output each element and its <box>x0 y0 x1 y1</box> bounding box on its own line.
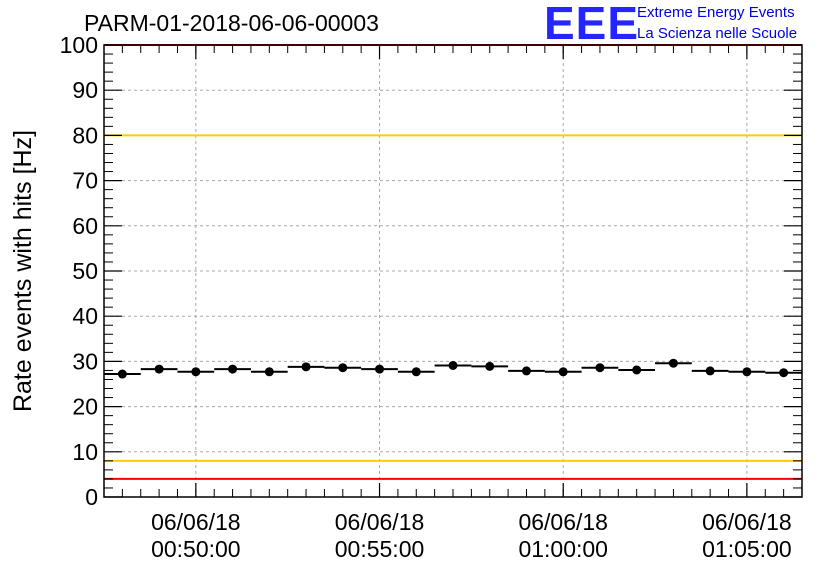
y-tick-label: 20 <box>72 394 98 420</box>
y-tick-label: 40 <box>72 303 98 329</box>
tick-labels: 010203040506070809010006/06/1800:50:0006… <box>60 32 792 562</box>
data-point <box>595 363 605 373</box>
data-point <box>779 368 789 378</box>
data-point <box>521 366 531 376</box>
y-axis-label: Rate events with hits [Hz] <box>9 130 37 412</box>
data-point <box>668 358 678 368</box>
axes <box>103 44 803 498</box>
x-tick-date-label: 06/06/18 <box>335 509 425 535</box>
y-tick-label: 0 <box>85 484 98 510</box>
x-tick-date-label: 06/06/18 <box>151 509 241 535</box>
data-point <box>705 366 715 376</box>
data-point <box>485 361 495 371</box>
logo-tagline-1: Extreme Energy Events <box>637 4 795 21</box>
y-tick-label: 60 <box>72 213 98 239</box>
data-point <box>375 364 385 374</box>
data-point <box>117 369 127 379</box>
y-tick-label: 100 <box>60 32 98 58</box>
data-points <box>104 358 802 379</box>
data-point <box>448 360 458 370</box>
y-tick-label: 50 <box>72 258 98 284</box>
data-point <box>264 367 274 377</box>
data-point <box>228 364 238 374</box>
x-tick-time-label: 00:50:00 <box>151 536 241 562</box>
data-point <box>154 364 164 374</box>
plot-frame <box>103 44 803 498</box>
data-point <box>632 365 642 375</box>
x-tick-time-label: 00:55:00 <box>335 536 425 562</box>
y-tick-label: 10 <box>72 439 98 465</box>
eee-logo: EEE <box>544 0 640 49</box>
data-point <box>301 362 311 372</box>
reference-lines <box>104 44 802 480</box>
x-tick-date-label: 06/06/18 <box>518 509 608 535</box>
grid-lines <box>104 44 802 498</box>
y-tick-label: 30 <box>72 348 98 374</box>
y-tick-label: 90 <box>72 77 98 103</box>
logo-tagline-2: La Scienza nelle Scuole <box>637 25 798 42</box>
x-tick-time-label: 01:05:00 <box>702 536 792 562</box>
data-point <box>558 367 568 377</box>
data-point <box>411 367 421 377</box>
data-point <box>191 367 201 377</box>
data-point <box>742 367 752 377</box>
x-tick-date-label: 06/06/18 <box>702 509 792 535</box>
chart-title: PARM-01-2018-06-06-00003 <box>84 10 379 36</box>
y-tick-label: 80 <box>72 122 98 148</box>
data-point <box>338 363 348 373</box>
x-tick-time-label: 01:00:00 <box>518 536 608 562</box>
y-tick-label: 70 <box>72 168 98 194</box>
